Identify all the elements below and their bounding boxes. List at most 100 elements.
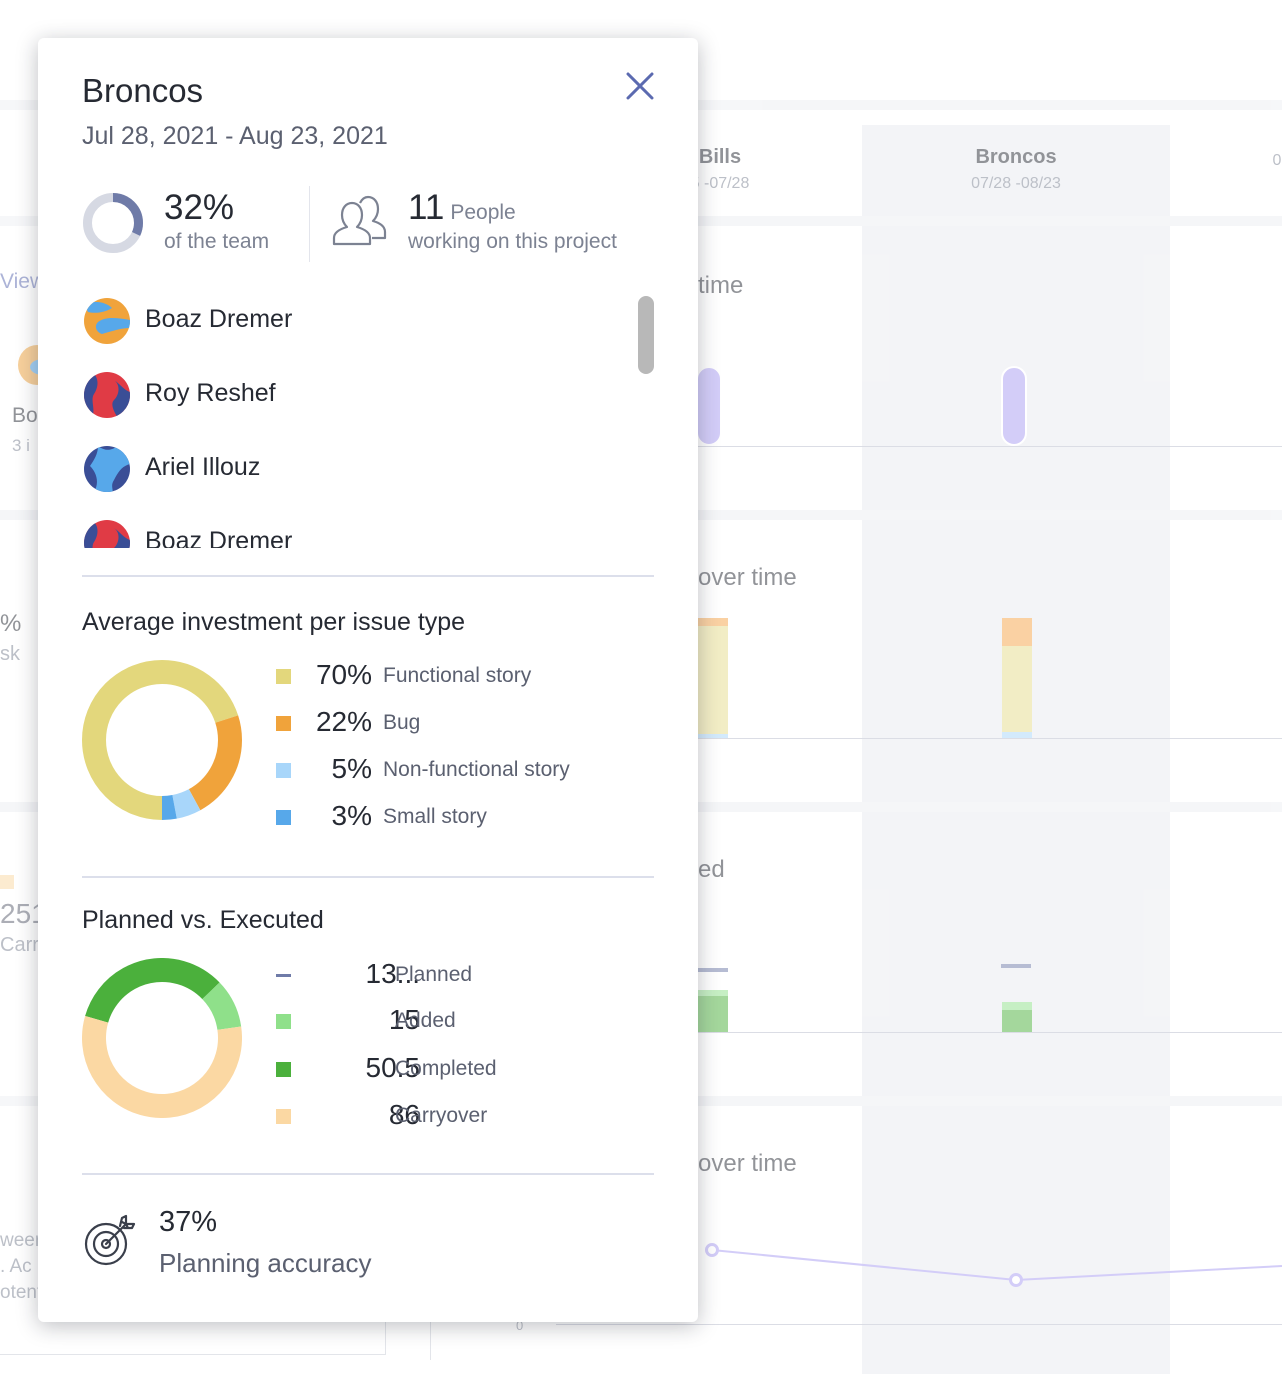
planned-legend-row: 15 Added bbox=[276, 1002, 656, 1042]
bar-segment-bug bbox=[1002, 618, 1032, 646]
column-header-next[interactable]: 0 bbox=[1262, 146, 1282, 170]
legend-swatch bbox=[276, 763, 291, 778]
investment-slice bbox=[82, 660, 242, 820]
legend-label: Non-functional story bbox=[383, 758, 570, 781]
percent-fragment: % bbox=[0, 610, 22, 637]
legend-value: 15 bbox=[388, 1004, 420, 1035]
planned-legend-row: 13... Planned bbox=[276, 956, 656, 996]
member-name: Boaz Dremer bbox=[145, 527, 293, 548]
legend-swatch bbox=[276, 810, 291, 825]
chart-baseline bbox=[556, 1324, 1282, 1325]
legend-line-swatch bbox=[276, 974, 291, 977]
list-item[interactable]: Roy Reshef bbox=[82, 367, 602, 423]
planned-executed-slice bbox=[82, 958, 242, 1118]
planned-marker bbox=[698, 968, 728, 972]
chart-baseline bbox=[698, 738, 1282, 739]
bar-segment-functional bbox=[698, 626, 728, 734]
legend-label: Added bbox=[395, 1009, 456, 1032]
legend-label: Functional story bbox=[383, 664, 532, 687]
people-icon bbox=[332, 195, 387, 246]
member-name: Boaz Dremer bbox=[145, 305, 293, 333]
bar-segment-added bbox=[698, 990, 728, 996]
bar-segment-added bbox=[1002, 1002, 1032, 1010]
popup-title: Broncos bbox=[82, 72, 204, 109]
close-icon[interactable] bbox=[622, 68, 658, 104]
legend-swatch bbox=[276, 1062, 291, 1077]
legend-value: 13... bbox=[365, 958, 420, 989]
divider bbox=[82, 1173, 654, 1175]
people-count-value: 11 bbox=[408, 188, 445, 227]
bar-segment-completed bbox=[1002, 1010, 1032, 1032]
timeline-pill[interactable] bbox=[696, 366, 722, 446]
team-share-value: 32% bbox=[164, 188, 235, 227]
sprint-details-popup: Broncos Jul 28, 2021 - Aug 23, 2021 32% … bbox=[38, 38, 698, 1322]
avatar bbox=[84, 446, 130, 492]
legend-value: 70% bbox=[315, 659, 372, 690]
legend-label: Completed bbox=[395, 1057, 497, 1080]
chart-baseline bbox=[698, 1032, 1282, 1033]
chart-baseline bbox=[698, 446, 1282, 447]
legend-swatch bbox=[276, 1109, 291, 1124]
avatar bbox=[84, 372, 130, 418]
bar-segment-functional bbox=[1002, 646, 1032, 732]
legend-value: 86 bbox=[388, 1099, 420, 1130]
timeline-pill[interactable] bbox=[1001, 366, 1027, 446]
date-range: Jul 28, 2021 - Aug 23, 2021 bbox=[82, 122, 388, 150]
investment-legend-row: 3% Small story bbox=[276, 798, 656, 838]
target-icon bbox=[84, 1214, 136, 1266]
column-name: Broncos bbox=[975, 146, 1057, 168]
planned-executed-title: Planned vs. Executed bbox=[82, 906, 324, 934]
column-name: Bills bbox=[698, 146, 742, 168]
column-dates: 5 -07/28 bbox=[690, 175, 750, 192]
task-fragment: sk bbox=[0, 643, 20, 665]
column-dates: 0 bbox=[1272, 152, 1282, 169]
planned-marker bbox=[1001, 964, 1031, 968]
avatar bbox=[84, 520, 130, 548]
section-title: ed bbox=[698, 856, 725, 883]
stat-separator bbox=[309, 186, 310, 262]
bar-segment-completed bbox=[698, 996, 728, 1032]
investment-legend-row: 22% Bug bbox=[276, 704, 656, 744]
view-link[interactable]: View bbox=[0, 270, 46, 293]
legend-label: Bug bbox=[383, 711, 421, 734]
bar-segment-bug bbox=[698, 618, 728, 626]
people-unit: People bbox=[450, 201, 516, 224]
investment-slice bbox=[82, 660, 242, 820]
member-list-scrollbar[interactable] bbox=[638, 296, 654, 374]
legend-swatch bbox=[276, 669, 291, 684]
column-header-bills[interactable]: Bills 5 -07/28 bbox=[690, 146, 750, 193]
divider bbox=[82, 575, 654, 577]
divider bbox=[82, 876, 654, 878]
legend-label: Small story bbox=[383, 805, 487, 828]
investment-legend-row: 5% Non-functional story bbox=[276, 751, 656, 791]
carry-fragment: Carr bbox=[0, 934, 39, 956]
member-name: Roy Reshef bbox=[145, 379, 276, 407]
section-title: over time bbox=[698, 1150, 797, 1177]
person-sub: 3 i bbox=[12, 436, 30, 455]
legend-value: 22% bbox=[315, 706, 372, 737]
legend-label: Carryover bbox=[395, 1104, 488, 1127]
list-item[interactable]: Boaz Dremer bbox=[82, 515, 602, 548]
legend-swatch bbox=[276, 1014, 291, 1029]
trend-point[interactable] bbox=[705, 1243, 719, 1257]
member-name: Ariel Illouz bbox=[145, 453, 261, 481]
section-title: over time bbox=[698, 564, 797, 591]
team-share-label: of the team bbox=[164, 230, 270, 253]
avatar bbox=[84, 298, 130, 344]
member-list[interactable]: Boaz Dremer Roy Reshef Ariel Il bbox=[82, 292, 654, 548]
text-fragment: otent bbox=[0, 1282, 43, 1303]
trend-point[interactable] bbox=[1009, 1273, 1023, 1287]
bar-segment-nonfunctional bbox=[698, 734, 728, 738]
planned-executed-donut bbox=[82, 958, 242, 1118]
axis-zero-label: 0 bbox=[516, 1318, 524, 1333]
legend-value: 3% bbox=[331, 800, 372, 831]
list-item[interactable]: Ariel Illouz bbox=[82, 441, 602, 497]
column-dates: 07/28 -08/23 bbox=[971, 175, 1061, 192]
text-fragment: weer bbox=[0, 1230, 42, 1251]
legend-value: 50.5 bbox=[365, 1052, 421, 1083]
column-header-broncos[interactable]: Broncos 07/28 -08/23 bbox=[936, 146, 1096, 193]
highlighted-column bbox=[862, 125, 1170, 1374]
list-item[interactable]: Boaz Dremer bbox=[82, 293, 602, 349]
planning-accuracy-label: Planning accuracy bbox=[159, 1248, 372, 1278]
people-label: working on this project bbox=[408, 230, 617, 253]
